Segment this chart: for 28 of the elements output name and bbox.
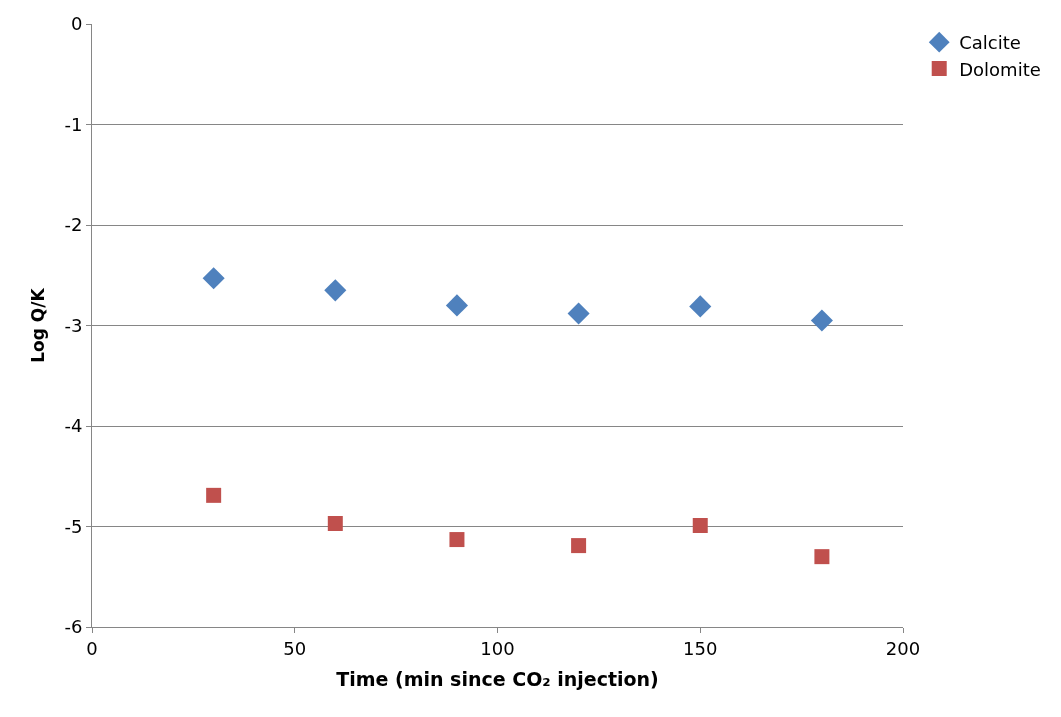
point bbox=[202, 267, 225, 290]
y-tick-label: 0 bbox=[70, 13, 83, 35]
y-tick-label: -1 bbox=[64, 113, 83, 135]
point bbox=[567, 302, 590, 325]
point bbox=[206, 487, 222, 503]
point bbox=[692, 518, 708, 533]
point bbox=[449, 532, 465, 548]
legend-label: Calcite bbox=[959, 32, 1021, 54]
y-tick-label: -4 bbox=[64, 415, 83, 437]
y-axis-title: Log Q/K bbox=[28, 287, 48, 363]
x-tick-label: 150 bbox=[683, 637, 718, 659]
y-tick-label: -5 bbox=[64, 515, 83, 537]
point bbox=[814, 549, 830, 565]
y-tick-label: -6 bbox=[64, 616, 83, 638]
x-tick-label: 100 bbox=[480, 637, 515, 659]
legend-label: Dolomite bbox=[959, 58, 1041, 80]
x-tick-label: 200 bbox=[885, 637, 921, 659]
y-tick-label: -3 bbox=[64, 314, 83, 336]
y-tick-label: -2 bbox=[64, 214, 83, 236]
x-axis-title: Time (min since CO₂ injection) bbox=[336, 668, 659, 691]
x-tick-label: 0 bbox=[86, 637, 98, 659]
point bbox=[689, 295, 712, 318]
point bbox=[445, 294, 468, 317]
x-tick-label: 50 bbox=[283, 637, 307, 659]
point bbox=[810, 309, 833, 332]
point bbox=[571, 538, 587, 554]
point bbox=[324, 279, 347, 302]
point bbox=[327, 515, 343, 531]
